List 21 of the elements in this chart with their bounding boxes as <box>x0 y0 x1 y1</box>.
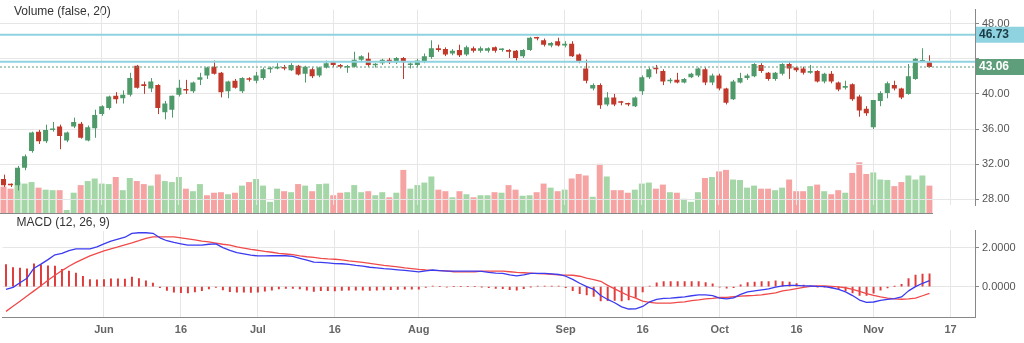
y-tick-label: 0.0000 <box>982 279 1016 292</box>
y-tick-label: 32.00 <box>982 157 1010 170</box>
x-tick-label: 17 <box>944 323 957 336</box>
x-tick-label: 16 <box>174 323 188 336</box>
y-tick-label: 28.00 <box>982 192 1010 205</box>
x-tick-label: Oct <box>710 323 730 336</box>
x-tick-label: Jun <box>94 323 115 336</box>
x-tick-label: 16 <box>790 323 803 336</box>
ref-line-label: 46.73 <box>979 27 1010 42</box>
x-tick-label: Sep <box>555 323 577 336</box>
ref-line-label: 43.06 <box>979 59 1010 74</box>
x-tick-label: 16 <box>636 323 649 336</box>
chart-title: MACD (12, 26, 9) <box>16 215 110 230</box>
x-tick-label: Jul <box>249 323 266 336</box>
x-tick-label: Aug <box>408 323 430 336</box>
y-tick-label: 48.00 <box>982 16 1010 29</box>
y-tick-label: 40.00 <box>982 86 1010 99</box>
y-tick-label: 36.00 <box>982 122 1010 135</box>
x-tick-label: Nov <box>863 323 885 336</box>
x-tick-label: 16 <box>328 323 341 336</box>
y-tick-label: 2.0000 <box>982 240 1016 253</box>
